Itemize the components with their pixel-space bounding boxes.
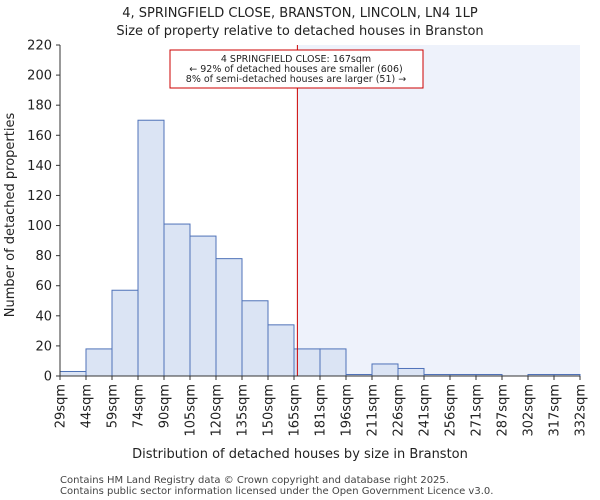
footer-line1: Contains HM Land Registry data © Crown c… (60, 475, 449, 486)
x-tick-label-74sqm: 74sqm (132, 384, 147, 428)
x-tick-label-211sqm: 211sqm (366, 384, 381, 437)
annotation-frame (169, 49, 424, 89)
bar-226sqm (397, 367, 425, 377)
y-tick-label-160: 160 (27, 129, 52, 144)
highlight-region (297, 45, 580, 376)
x-tick-label-196sqm: 196sqm (340, 384, 355, 437)
x-tick-label-256sqm: 256sqm (444, 384, 459, 437)
x-tick-label-29sqm: 29sqm (54, 384, 69, 428)
bar-59sqm (111, 289, 139, 377)
chart-title-line2: Size of property relative to detached ho… (116, 24, 483, 39)
x-tick-label-287sqm: 287sqm (496, 384, 511, 437)
y-tick-label-60: 60 (35, 279, 52, 294)
y-tick-label-180: 180 (27, 99, 52, 114)
annotation-line2: ← 92% of detached houses are smaller (60… (189, 64, 402, 75)
x-tick-label-165sqm: 165sqm (288, 384, 303, 437)
bar-135sqm (241, 300, 269, 377)
x-tick-label-150sqm: 150sqm (262, 384, 277, 437)
bar-90sqm (163, 223, 191, 377)
x-tick-label-332sqm: 332sqm (574, 384, 589, 437)
y-tick-label-20: 20 (35, 339, 52, 354)
annotation-line3: 8% of semi-detached houses are larger (5… (186, 74, 406, 85)
x-tick-label-271sqm: 271sqm (470, 384, 485, 437)
y-tick-label-80: 80 (35, 249, 52, 264)
footer-line2: Contains public sector information licen… (60, 486, 493, 497)
bar-44sqm (85, 348, 113, 377)
bar-150sqm (267, 324, 295, 377)
x-tick-label-44sqm: 44sqm (80, 384, 95, 428)
x-tick-label-302sqm: 302sqm (522, 384, 537, 437)
annotation-box: 4 SPRINGFIELD CLOSE: 167sqm ← 92% of det… (169, 49, 424, 89)
x-axis-label: Distribution of detached houses by size … (132, 447, 468, 462)
x-tick-label-59sqm: 59sqm (106, 384, 121, 428)
y-tick-label-100: 100 (27, 219, 52, 234)
y-tick-label-40: 40 (35, 309, 52, 324)
x-tick-label-120sqm: 120sqm (210, 384, 225, 437)
y-tick-label-220: 220 (27, 39, 52, 54)
bar-29sqm (59, 370, 87, 377)
x-tick-label-241sqm: 241sqm (418, 384, 433, 437)
bar-181sqm (319, 348, 347, 377)
chart-title-line1: 4, SPRINGFIELD CLOSE, BRANSTON, LINCOLN,… (122, 6, 478, 21)
bar-165sqm (293, 348, 321, 377)
x-tick-label-135sqm: 135sqm (236, 384, 251, 437)
y-axis-label: Number of detached properties (3, 113, 18, 318)
annotation-line1: 4 SPRINGFIELD CLOSE: 167sqm (221, 54, 371, 65)
x-tick-label-317sqm: 317sqm (548, 384, 563, 437)
plot-area: 0 20 40 60 80 100 120 140 160 180 200 220 29sqm 44sqm… (27, 39, 588, 437)
y-tick-label-120: 120 (27, 189, 52, 204)
bar-74sqm (137, 119, 165, 377)
x-tick-label-181sqm: 181sqm (314, 384, 329, 437)
bar-105sqm (189, 235, 217, 377)
x-tick-label-90sqm: 90sqm (158, 384, 173, 428)
x-tick-label-226sqm: 226sqm (392, 384, 407, 437)
y-tick-label-0: 0 (44, 370, 52, 385)
bar-120sqm (215, 258, 243, 377)
bar-211sqm (371, 363, 399, 377)
y-tick-label-200: 200 (27, 69, 52, 84)
y-tick-label-140: 140 (27, 159, 52, 174)
x-tick-label-105sqm: 105sqm (184, 384, 199, 437)
